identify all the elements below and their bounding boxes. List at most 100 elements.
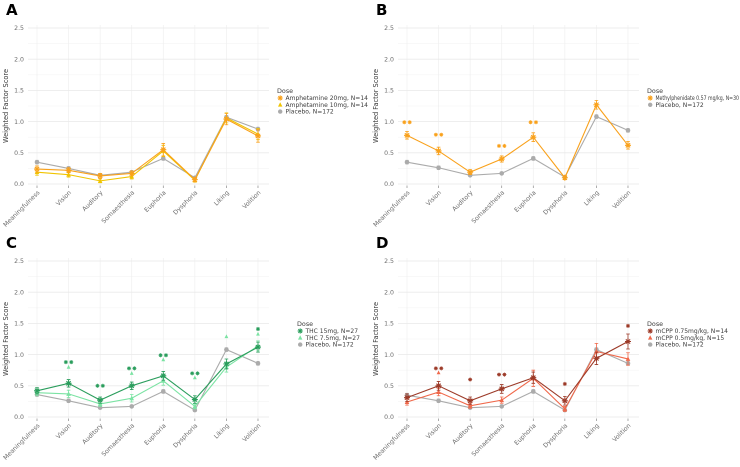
circle-marker-icon: [499, 171, 505, 176]
triangle-marker-icon: [66, 364, 71, 369]
triangle-marker-icon: [648, 335, 653, 340]
y-tick-label: 0.0: [14, 181, 24, 188]
x-tick-label: Euphoria: [513, 189, 538, 214]
x-tick-label: Auditory: [81, 422, 105, 446]
y-axis-title: Weighted Factor Score: [372, 69, 380, 143]
circle-marker-icon: [160, 389, 166, 394]
legend-item-label: mCPP 0.75mg/kg, N=14: [656, 328, 729, 335]
series-0: [404, 333, 631, 406]
circle-marker-icon: [298, 342, 303, 347]
series-0: [34, 341, 261, 404]
star-marker-center: [595, 357, 598, 360]
y-tick-label: 1.0: [384, 352, 394, 359]
x-tick-label: Euphoria: [513, 422, 538, 447]
circle-marker-icon: [648, 102, 653, 108]
triangle-marker-icon: [436, 389, 441, 394]
y-tick-label: 2.5: [384, 258, 394, 265]
circle-marker-icon: [530, 156, 536, 161]
star-marker-center: [159, 354, 162, 356]
y-axis: 0.0 0.5 1.0 1.5 2.0 2.5 Weighted Factor Score: [2, 258, 24, 421]
star-marker-center: [626, 144, 630, 147]
star-marker-center: [498, 373, 500, 376]
star-marker-center: [437, 384, 440, 387]
y-tick-label: 2.0: [384, 56, 394, 63]
panel-a-chart: 0.0 0.5 1.0 1.5 2.0 2.5 Weighted Factor Score M…: [2, 25, 368, 229]
triangle-marker-icon: [192, 375, 197, 380]
series-line: [406, 341, 629, 402]
y-tick-label: 1.5: [384, 321, 394, 328]
circle-marker-icon: [530, 389, 536, 394]
x-axis: Meaningfulness Vision AuditorySomaesthesia…: [372, 185, 632, 229]
y-tick-label: 1.0: [14, 352, 24, 359]
series-0: [34, 113, 261, 183]
star-marker-center: [405, 134, 409, 137]
x-tick-label: Dysphoria: [542, 189, 569, 216]
circle-marker-icon: [499, 404, 505, 409]
x-tick-label: Somaesthesia: [470, 189, 506, 225]
star-marker-center: [299, 330, 302, 332]
circle-marker-icon: [255, 361, 261, 366]
x-tick-label: Dysphoria: [172, 189, 199, 216]
y-axis: 0.0 0.5 1.0 1.5 2.0 2.5 Weighted Factor Score: [372, 258, 394, 421]
circle-marker-icon: [129, 404, 135, 409]
gridlines: [398, 25, 639, 185]
legend-title: Dose: [277, 87, 293, 95]
panel-b-chart: 0.0 0.5 1.0 1.5 2.0 2.5 Weighted Factor Score M…: [372, 25, 739, 229]
panel-a-letter: A: [6, 1, 18, 19]
x-tick-label: Euphoria: [143, 189, 168, 214]
significance-markers: [433, 323, 630, 386]
y-axis: 0.0 0.5 1.0 1.5 2.0 2.5 Weighted Factor Score: [372, 25, 394, 188]
circle-marker-icon: [467, 172, 473, 178]
significance-markers: [402, 120, 538, 148]
series-line: [406, 115, 629, 178]
x-tick-label: Volition: [241, 422, 262, 443]
x-tick-label: Liking: [583, 422, 601, 440]
star-marker-center: [440, 367, 443, 370]
star-marker-center: [500, 157, 503, 161]
x-tick-label: Dysphoria: [542, 422, 569, 449]
legend-item-label: Placebo, N=172: [656, 102, 704, 109]
panel-a: A 0.0 0.5 1.0 1.5 2.0 2.5 Weighted Factor Scor…: [0, 0, 370, 233]
star-marker-center: [162, 374, 165, 377]
star-marker-center: [469, 378, 471, 381]
x-tick-label: Liking: [213, 189, 231, 207]
triangle-marker-icon: [625, 356, 631, 361]
panel-c-letter: C: [6, 234, 18, 252]
star-marker-center: [162, 148, 165, 151]
y-tick-label: 1.0: [384, 119, 394, 126]
x-tick-label: Meaningfulness: [2, 189, 41, 228]
star-marker-center: [102, 385, 104, 387]
x-tick-label: Auditory: [451, 189, 475, 213]
circle-marker-icon: [648, 342, 653, 347]
star-marker-center: [627, 325, 629, 327]
x-tick-label: Auditory: [81, 189, 105, 213]
y-tick-label: 0.0: [14, 414, 24, 421]
star-marker-center: [128, 367, 130, 370]
x-tick-label: Meaningfulness: [372, 422, 411, 461]
star-marker-center: [564, 383, 566, 385]
legend-item-label: Amphetamine 10mg, N=14: [286, 102, 369, 109]
triangle-marker-icon: [192, 403, 198, 409]
star-marker-center: [35, 167, 39, 171]
y-axis-title: Weighted Factor Score: [2, 302, 10, 376]
y-tick-label: 2.5: [384, 25, 394, 32]
y-tick-label: 0.5: [14, 150, 24, 157]
x-tick-label: Meaningfulness: [2, 422, 41, 461]
y-tick-label: 0.0: [384, 414, 394, 421]
legend-item-label: THC 15mg, N=27: [305, 328, 359, 335]
x-tick-label: Euphoria: [143, 422, 168, 447]
star-marker-center: [279, 97, 282, 99]
y-tick-label: 1.5: [14, 321, 24, 328]
star-marker-center: [649, 97, 652, 99]
x-tick-label: Liking: [213, 422, 231, 440]
y-tick-label: 2.0: [384, 289, 394, 296]
y-tick-label: 0.5: [14, 383, 24, 390]
circle-marker-icon: [224, 347, 229, 352]
x-axis: Meaningfulness Vision AuditorySomaesthesia…: [372, 418, 632, 462]
x-tick-label: Volition: [241, 189, 262, 210]
star-marker-center: [532, 376, 535, 379]
star-marker-center: [165, 354, 167, 356]
